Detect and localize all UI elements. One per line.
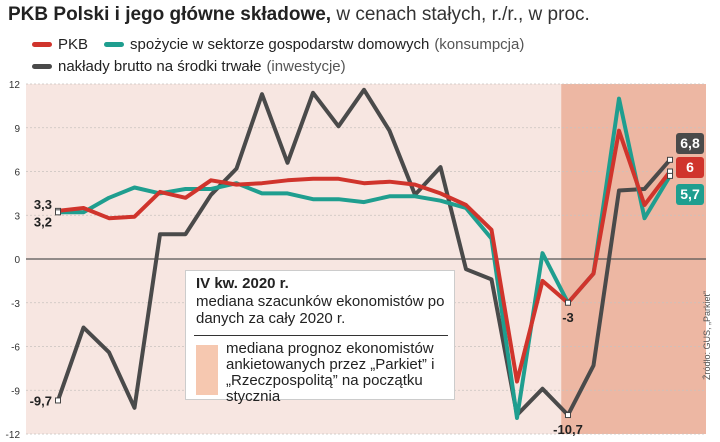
y-tick-label: 9 [14,124,20,135]
end-label-box [676,157,704,178]
legend-row-2: nakłady brutto na środki trwałe (inwesty… [32,58,346,75]
legend-row-1: PKB spożycie w sektorze gospodarstw domo… [32,36,524,53]
forecast-swatch [196,345,218,395]
data-labels: 3,3 3,2 -9,7 -3 -10,7 [30,197,583,437]
end-point-marker [667,156,673,163]
legend-label-consumption: spożycie w sektorze gospodarstw domowych [130,36,430,53]
source-note: Źródło: GUS, „Parkiet” [702,290,712,380]
data-label: 3,3 [34,197,52,212]
y-tick-label: 6 [14,168,20,179]
legend-swatch-investment [32,64,52,69]
legend-swatch-consumption [104,42,125,47]
data-label: -9,7 [30,393,52,408]
data-label: 3,2 [34,214,52,229]
end-label: 6,8 [680,135,700,151]
y-tick-label: -3 [11,299,20,310]
data-point-marker [55,209,61,216]
y-tick-label: -9 [11,386,20,397]
annotation-divider [194,335,448,336]
y-tick-label: -6 [11,343,20,354]
forecast-label: mediana prognoz ekonomistów ankietowanyc… [226,340,435,405]
legend-swatch-gdp [32,42,52,47]
y-tick-label: 0 [14,255,20,266]
chart-title-sub: w cenach stałych, r./r., w proc. [331,4,590,25]
chart-title: PKB Polski i jego główne składowe, w cen… [8,4,590,26]
data-label: -10,7 [553,422,583,437]
legend-label-investment: nakłady brutto na środki trwałe [58,58,262,75]
y-tick-label: -12 [6,430,21,441]
end-label-box [676,133,704,154]
end-label: 5,7 [680,186,700,202]
chart-title-main: PKB Polski i jego główne składowe, [8,4,332,25]
annotation-box: IV kw. 2020 r. mediana szacunków ekonomi… [185,270,455,405]
legend-note-investment: (inwestycje) [266,58,346,75]
end-label-box [676,184,704,205]
end-point-marker [667,172,673,179]
data-label: -3 [562,310,574,325]
legend-note-consumption: (konsumpcja) [434,36,525,53]
annotation-heading: IV kw. 2020 r. [196,275,289,292]
data-point-marker [565,412,571,419]
annotation-text: mediana szacunków ekonomistów po danych … [196,293,445,327]
legend-label-gdp: PKB [58,36,89,53]
y-tick-labels: 12 9 6 3 0 -3 -6 -9 -12 [6,80,21,441]
y-tick-label: 12 [9,80,21,91]
data-point-marker [565,299,571,306]
y-tick-label: 3 [14,211,20,222]
end-label: 6 [686,159,694,175]
data-point-marker [55,397,61,404]
end-labels: 6,8 6 5,7 [667,133,704,205]
